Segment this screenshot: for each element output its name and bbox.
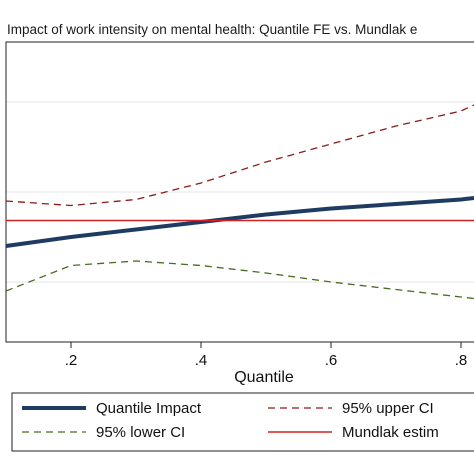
series-lines [5, 104, 474, 300]
legend-label-1: 95% upper CI [342, 400, 434, 417]
legend-label-0: Quantile Impact [96, 400, 202, 417]
grid-lines [6, 101, 474, 283]
chart-title: Impact of work intensity on mental healt… [7, 22, 418, 37]
legend-box [11, 392, 474, 452]
plot-frame [5, 41, 474, 343]
x-tick-label-0: .2 [65, 352, 78, 369]
x-tick-label-1: .4 [195, 352, 208, 369]
legend-label-3: Mundlak estim [342, 424, 439, 441]
series-line-2 [5, 260, 474, 300]
legend-label-2: 95% lower CI [96, 424, 185, 441]
x-tick-label-3: .8 [455, 352, 468, 369]
x-axis-ticks: .2 .4 .6 .8 [65, 342, 468, 369]
x-tick-label-2: .6 [325, 352, 338, 369]
series-line-1 [5, 104, 474, 207]
series-line-0 [5, 196, 474, 248]
x-axis-title: Quantile [234, 369, 294, 386]
legend: Quantile Impact 95% upper CI 95% lower CI M… [11, 392, 474, 452]
